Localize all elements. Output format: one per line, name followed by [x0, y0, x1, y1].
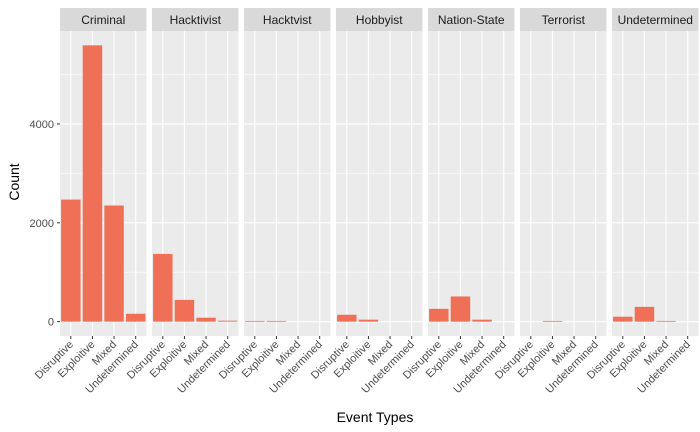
bar — [217, 320, 238, 322]
facet-strip-label: Hobbyist — [356, 13, 403, 27]
bar — [125, 313, 146, 322]
facet-panel: TerroristDisruptiveExploitiveMixedUndete… — [493, 8, 607, 396]
bar — [634, 306, 655, 322]
panel-background — [428, 31, 515, 336]
facet-strip-label: Nation-State — [438, 13, 505, 27]
facet-strip — [60, 8, 147, 31]
bar — [82, 45, 103, 322]
bar — [358, 319, 379, 322]
bar — [61, 199, 81, 322]
facet-strip — [336, 8, 423, 31]
facet-panel: UndeterminedDisruptiveExploitiveMixedUnd… — [585, 8, 699, 396]
facet-strip-label: Criminal — [81, 13, 125, 27]
facet-panel: CriminalDisruptiveExploitiveMixedUndeter… — [33, 8, 147, 396]
facet-panel: Nation-StateDisruptiveExploitiveMixedUnd… — [401, 8, 515, 396]
bar — [104, 205, 124, 322]
facet-strip-label: Undetermined — [618, 13, 693, 27]
facet-panels: CriminalDisruptiveExploitiveMixedUndeter… — [33, 8, 699, 396]
facet-strip — [244, 8, 331, 31]
bar — [472, 319, 492, 322]
panel-background — [336, 31, 423, 336]
bar — [153, 253, 173, 322]
panel-background — [520, 31, 607, 336]
facet-strip — [152, 8, 239, 31]
bar — [613, 316, 633, 322]
y-tick-label: 4000 — [30, 119, 54, 131]
bar — [196, 317, 216, 322]
bar — [656, 320, 676, 322]
facet-strip-label: Hacktivist — [170, 13, 222, 27]
y-axis: 0 2000 4000 — [30, 119, 60, 329]
panel-background — [244, 31, 331, 336]
bar — [542, 320, 563, 322]
y-tick-label: 2000 — [30, 218, 54, 230]
facet-strip — [428, 8, 515, 31]
facet-strip — [612, 8, 699, 31]
bar — [266, 320, 287, 322]
facet-strip-label: Hacktvist — [263, 13, 312, 27]
bar — [337, 314, 357, 322]
y-tick-label: 0 — [48, 317, 54, 329]
facet-strip-label: Terrorist — [542, 13, 586, 27]
bar — [174, 299, 195, 322]
panel-background — [612, 31, 699, 336]
bar — [450, 296, 471, 322]
x-axis-title: Event Types — [337, 409, 414, 425]
bar — [429, 308, 449, 322]
facet-strip — [520, 8, 607, 31]
bar — [245, 320, 265, 322]
y-axis-title: Count — [6, 163, 22, 200]
